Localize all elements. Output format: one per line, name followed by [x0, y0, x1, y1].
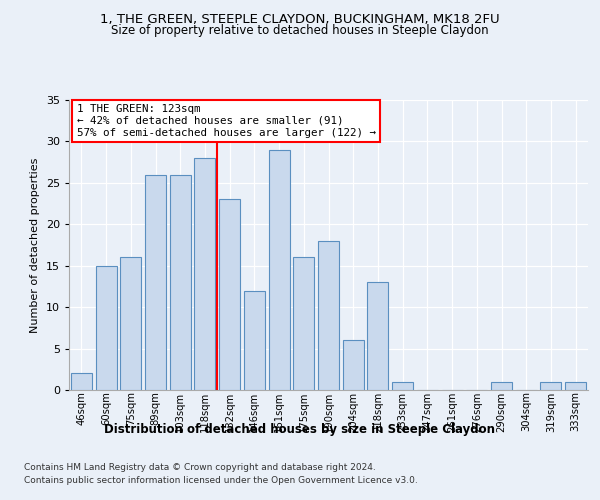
Bar [145, 174, 166, 390]
Bar [343, 340, 364, 390]
Text: Size of property relative to detached houses in Steeple Claydon: Size of property relative to detached ho… [111, 24, 489, 37]
Bar [541, 382, 562, 390]
Bar [318, 241, 339, 390]
Bar [293, 258, 314, 390]
Bar [71, 374, 92, 390]
Bar [392, 382, 413, 390]
Bar [170, 174, 191, 390]
Text: 1 THE GREEN: 123sqm
← 42% of detached houses are smaller (91)
57% of semi-detach: 1 THE GREEN: 123sqm ← 42% of detached ho… [77, 104, 376, 138]
Bar [367, 282, 388, 390]
Bar [219, 200, 240, 390]
Bar [565, 382, 586, 390]
Text: 1, THE GREEN, STEEPLE CLAYDON, BUCKINGHAM, MK18 2FU: 1, THE GREEN, STEEPLE CLAYDON, BUCKINGHA… [100, 12, 500, 26]
Bar [95, 266, 116, 390]
Text: Distribution of detached houses by size in Steeple Claydon: Distribution of detached houses by size … [104, 422, 496, 436]
Text: Contains public sector information licensed under the Open Government Licence v3: Contains public sector information licen… [24, 476, 418, 485]
Bar [244, 290, 265, 390]
Text: Contains HM Land Registry data © Crown copyright and database right 2024.: Contains HM Land Registry data © Crown c… [24, 462, 376, 471]
Bar [120, 258, 141, 390]
Bar [491, 382, 512, 390]
Y-axis label: Number of detached properties: Number of detached properties [30, 158, 40, 332]
Bar [194, 158, 215, 390]
Bar [269, 150, 290, 390]
